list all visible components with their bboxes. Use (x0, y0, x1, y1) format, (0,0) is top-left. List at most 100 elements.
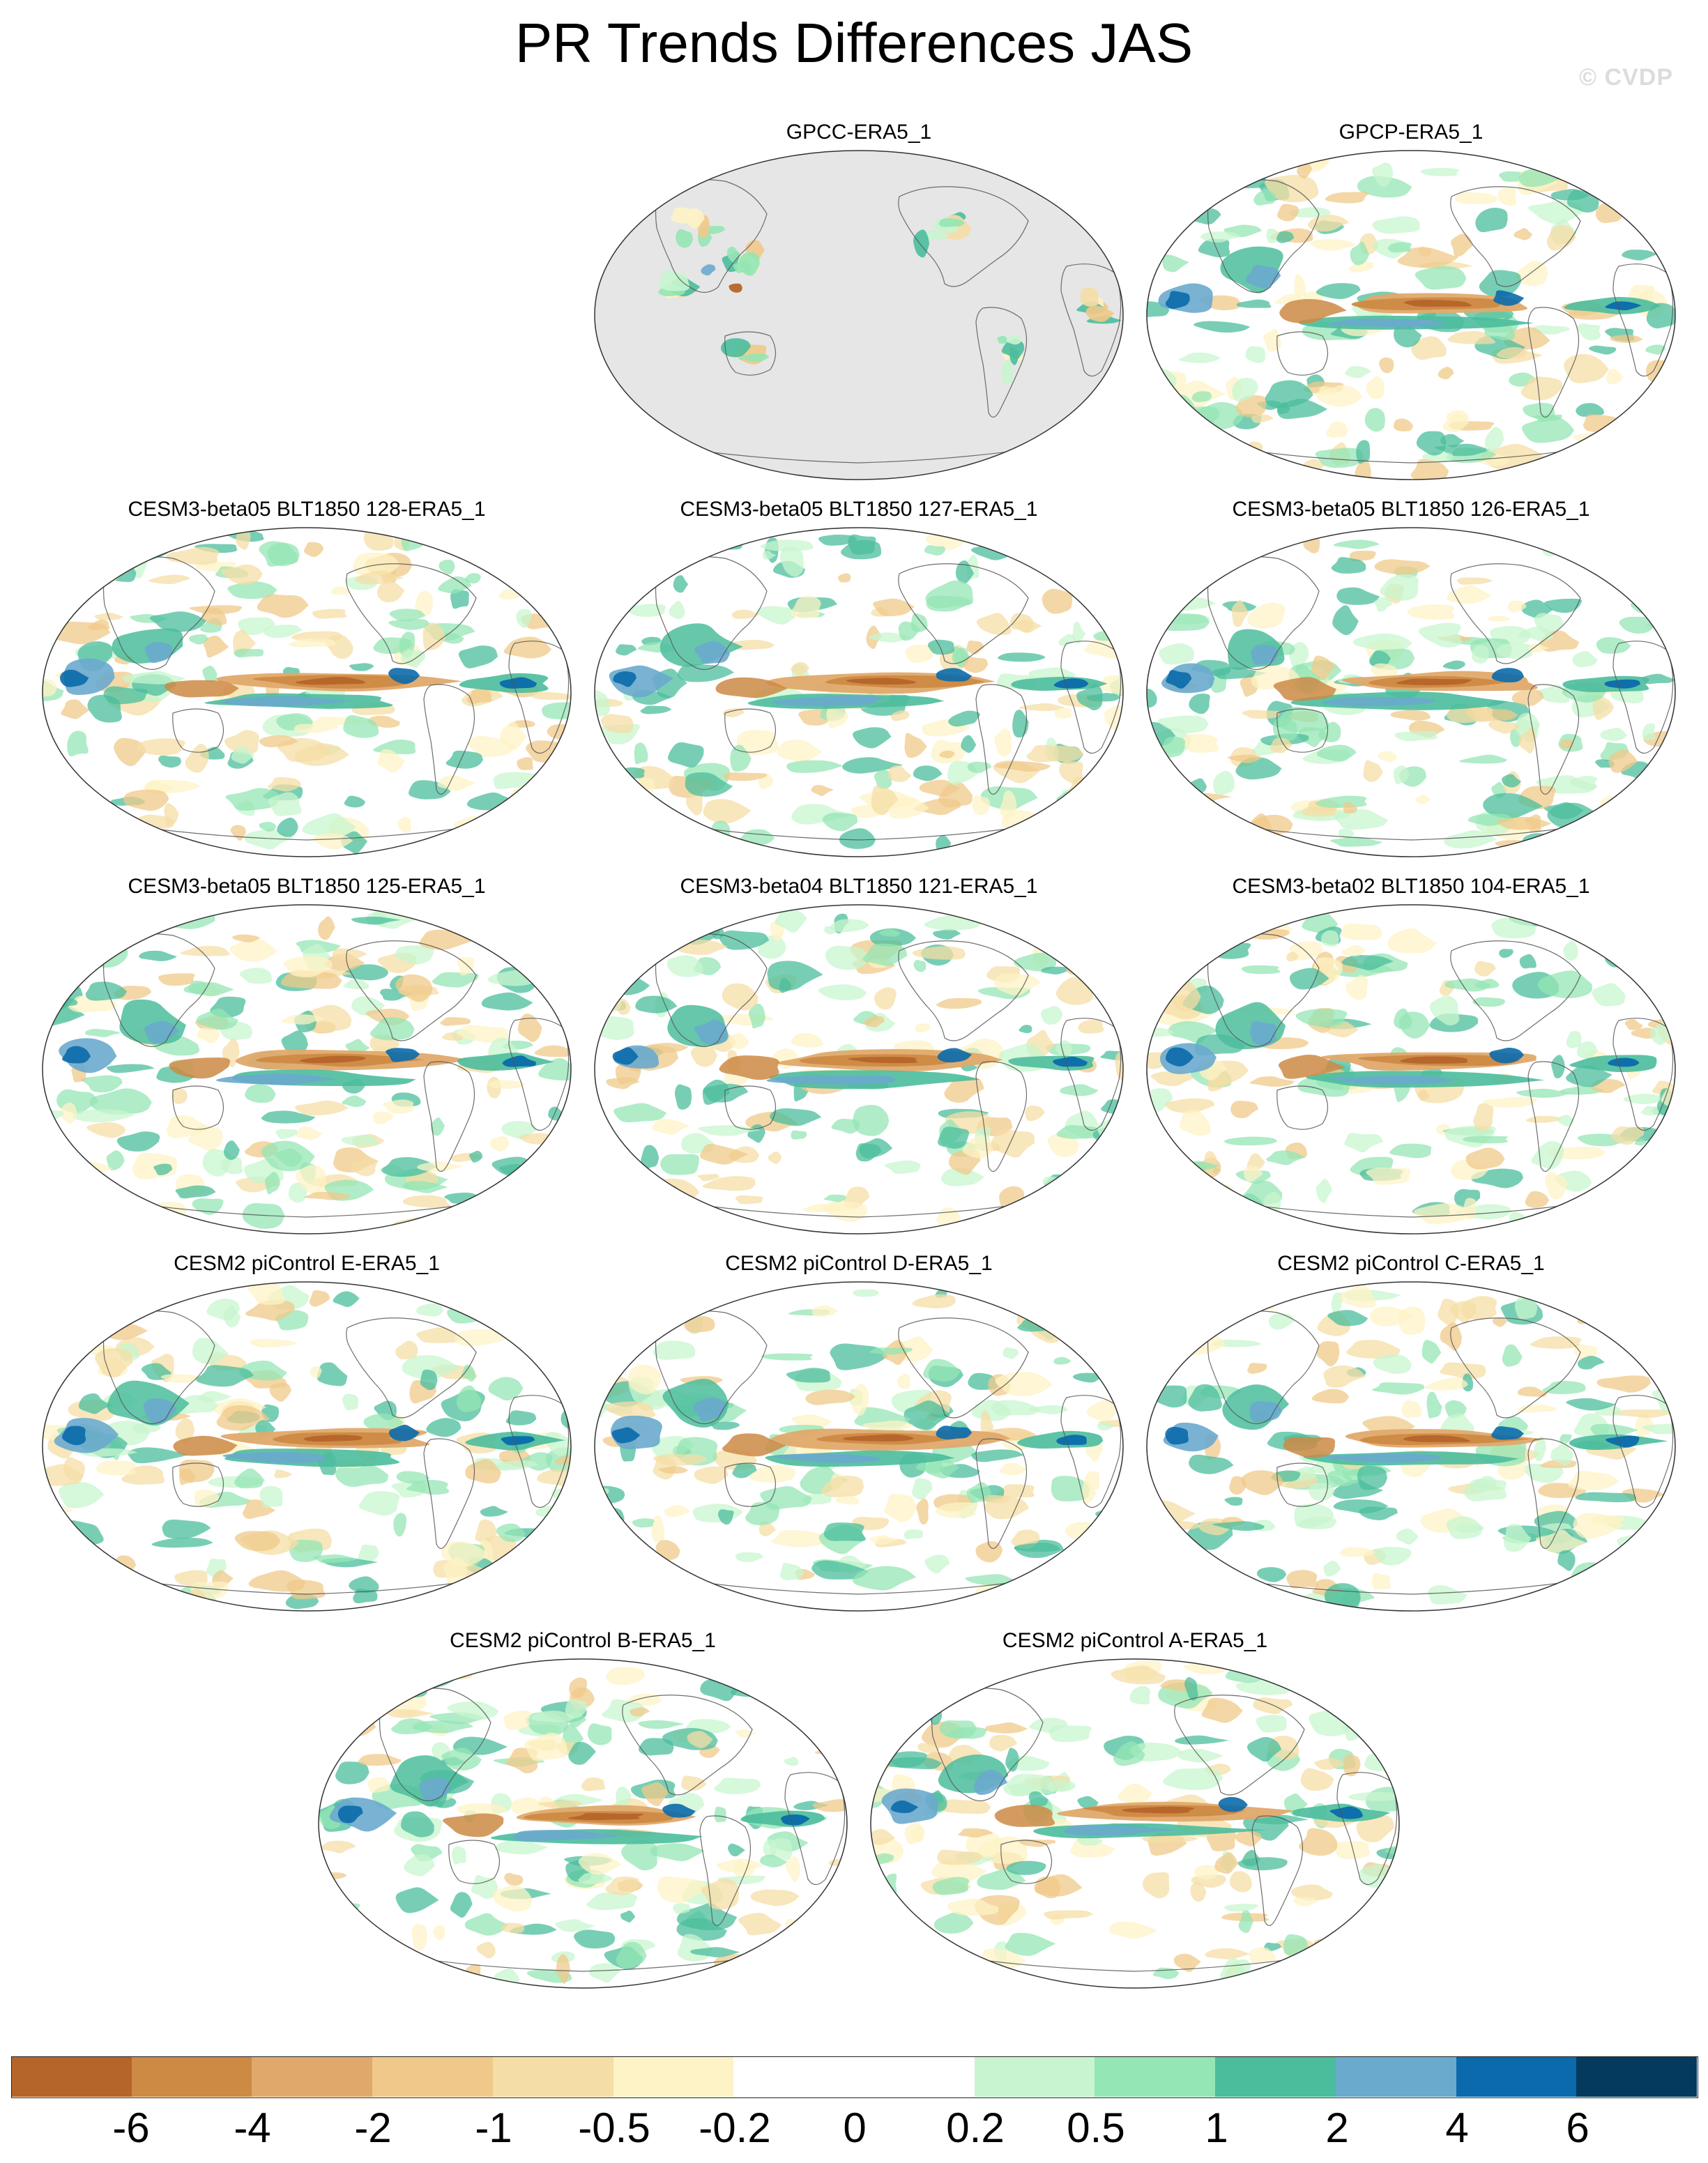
field-patch (1060, 1084, 1099, 1096)
field-patch (430, 1117, 445, 1136)
field-patch (1232, 378, 1258, 402)
field-patch (1230, 1100, 1258, 1119)
field-patch (1465, 1147, 1505, 1170)
field-patch (1491, 917, 1536, 939)
field-patch (791, 1033, 823, 1048)
field-patch (216, 1405, 270, 1431)
field-patch (1249, 1947, 1276, 1964)
field-patch (862, 943, 908, 966)
field-patch (822, 812, 858, 832)
field-patch (650, 1843, 705, 1862)
field-patch (1327, 319, 1449, 328)
field-patch (1415, 794, 1431, 804)
field-patch (666, 955, 703, 977)
panel-title: CESM3-beta05 BLT1850 126-ERA5_1 (1232, 498, 1590, 521)
robinson-map (1146, 527, 1676, 857)
field-patch (1339, 1547, 1375, 1557)
field-patch (192, 1338, 229, 1365)
field-patch (355, 570, 404, 585)
field-patch (557, 772, 571, 797)
field-patch (1440, 1362, 1486, 1379)
field-patch (1630, 1179, 1650, 1192)
field-patch (1563, 940, 1578, 961)
field-patch (43, 1023, 52, 1031)
field-patch (1573, 1513, 1624, 1539)
panel-title: CESM2 piControl E-ERA5_1 (174, 1252, 440, 1275)
field-patch (1226, 1283, 1267, 1297)
field-patch (853, 1104, 890, 1136)
field-patch (613, 1103, 667, 1123)
field-patch (1163, 1768, 1223, 1791)
field-patch (821, 1475, 864, 1497)
field-patch (937, 1048, 973, 1063)
field-patch (897, 1373, 910, 1389)
field-patch (871, 1788, 901, 1803)
field-patch (932, 1877, 970, 1895)
field-patch (1322, 696, 1435, 707)
field-patch (722, 708, 745, 717)
field-patch (1543, 802, 1584, 820)
field-patch (1606, 461, 1631, 470)
coastline (655, 556, 768, 671)
field-patch (1608, 749, 1638, 773)
field-patch (760, 540, 814, 551)
field-patch (1223, 1903, 1259, 1912)
field-patch (1373, 1354, 1412, 1375)
colorbar-tick-label: 1 (1205, 2104, 1228, 2151)
field-patch (607, 546, 627, 576)
field-patch (672, 1903, 691, 1914)
field-patch (1345, 366, 1372, 379)
field-patch (480, 1506, 509, 1517)
field-patch (1482, 1096, 1537, 1108)
field-patch (1639, 1209, 1675, 1228)
field-patch (1256, 1567, 1287, 1582)
map-boundary (870, 1658, 1400, 1989)
field-patch (748, 1003, 765, 1029)
field-patch (43, 1537, 68, 1548)
field-patch (785, 1856, 801, 1883)
field-patch (1566, 1065, 1612, 1087)
field-patch (1493, 290, 1525, 306)
field-patch (1654, 1282, 1675, 1303)
field-patch (994, 761, 1051, 772)
field-patch (312, 833, 353, 850)
field-patch (1475, 208, 1508, 233)
field-patch (1342, 1965, 1395, 1986)
field-patch (411, 1923, 427, 1950)
field-patch (1189, 693, 1210, 714)
field-patch (1198, 238, 1230, 258)
field-patch (1560, 1434, 1572, 1444)
field-patch (1471, 645, 1489, 664)
field-patch (1166, 670, 1192, 689)
field-patch (1154, 613, 1210, 632)
field-patch (1578, 917, 1622, 937)
field-patch (1293, 1897, 1318, 1906)
field-patch (760, 1486, 812, 1510)
field-patch (86, 811, 99, 836)
field-patch (1447, 705, 1493, 724)
map-panel: CESM2 piControl D-ERA5_1 (587, 1251, 1131, 1621)
field-patch (1002, 1347, 1019, 1359)
field-patch (1011, 620, 1042, 633)
colorbar-swatch (733, 2056, 855, 2097)
field-patch (1251, 645, 1279, 665)
field-patch (288, 638, 336, 648)
field-patch (1499, 949, 1513, 958)
field-patch (1058, 1591, 1096, 1605)
field-patch (1444, 830, 1497, 849)
field-patch (1575, 1492, 1637, 1503)
field-patch (1323, 1365, 1366, 1388)
map-panel: CESM2 piControl C-ERA5_1 (1139, 1251, 1683, 1621)
map-boundary (1146, 1281, 1676, 1612)
field-patch (1283, 1437, 1336, 1458)
field-patch (1147, 1560, 1185, 1582)
field-patch (259, 821, 277, 832)
field-patch (417, 1161, 465, 1172)
field-patch (871, 786, 899, 816)
coastline (1228, 1201, 1592, 1218)
field-patch (1253, 189, 1277, 206)
panel-title: CESM2 piControl A-ERA5_1 (1002, 1629, 1268, 1652)
field-patch (625, 1303, 650, 1329)
field-patch (1251, 414, 1274, 423)
field-patch (1413, 1203, 1472, 1225)
